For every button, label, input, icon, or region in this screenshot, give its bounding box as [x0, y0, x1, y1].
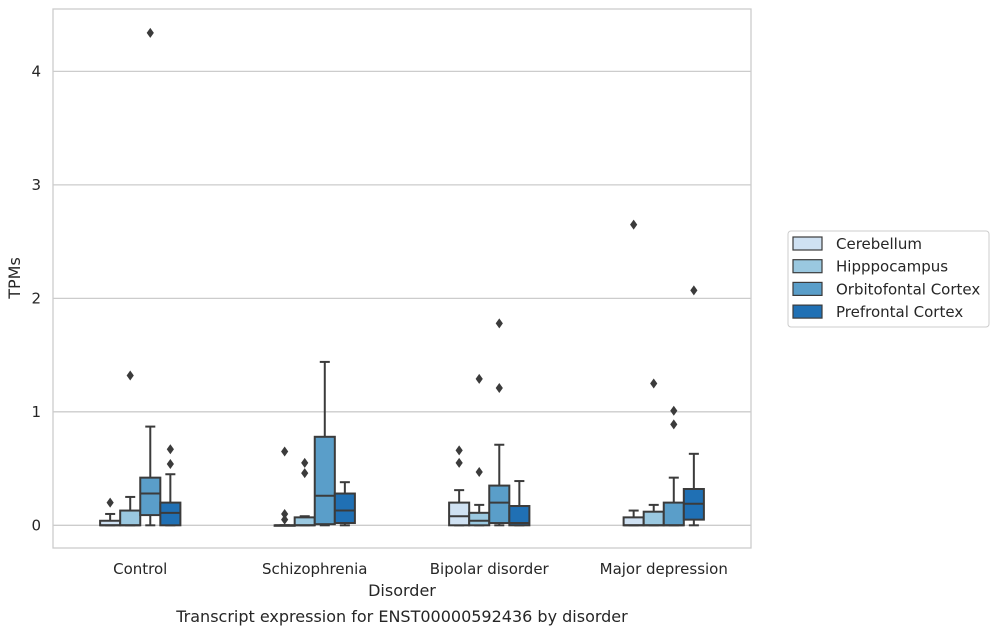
box-1-0: [273, 446, 296, 527]
legend-label: Hipppocampus: [836, 258, 948, 276]
outlier-point: [281, 508, 289, 519]
y-tick-label: 4: [31, 62, 41, 80]
box-2-3: [508, 480, 531, 527]
y-tick-label: 0: [31, 516, 41, 534]
box-iqr: [622, 516, 645, 527]
outlier-point: [475, 373, 483, 384]
outlier-point: [106, 497, 114, 508]
outlier-point: [455, 445, 463, 456]
y-axis-title: TPMs: [5, 257, 24, 300]
x-tick-label: Schizophrenia: [262, 560, 367, 578]
box-2-2: [488, 318, 511, 527]
box-iqr: [662, 501, 685, 527]
legend-swatch: [792, 281, 823, 296]
box-iqr: [508, 505, 531, 527]
box-1-3: [333, 481, 356, 527]
x-tick-label: Major depression: [600, 560, 728, 578]
box-2-1: [468, 373, 491, 527]
outlier-point: [301, 468, 309, 479]
outlier-point: [166, 444, 174, 455]
box-3-0: [622, 219, 645, 527]
box-iqr: [313, 435, 336, 526]
legend-label: Orbitofontal Cortex: [836, 280, 980, 298]
box-iqr: [468, 511, 491, 527]
outlier-point: [670, 405, 678, 416]
box-iqr: [139, 476, 162, 517]
box-1-1: [293, 457, 316, 527]
outlier-point: [670, 419, 678, 430]
chart-caption: Transcript expression for ENST0000059243…: [175, 607, 628, 626]
y-tick-label: 2: [31, 289, 41, 307]
outlier-point: [166, 459, 174, 470]
x-axis-title: Disorder: [368, 581, 436, 600]
box-iqr: [488, 484, 511, 525]
box-iqr: [448, 501, 471, 527]
box-iqr: [159, 501, 182, 527]
x-tick-label: Control: [113, 560, 167, 578]
outlier-point: [475, 466, 483, 477]
y-tick-label: 3: [31, 176, 41, 194]
outlier-point: [650, 378, 658, 389]
legend-swatch: [792, 259, 823, 274]
box-series: [99, 27, 705, 527]
box-1-2: [313, 360, 336, 527]
box-iqr: [333, 492, 356, 525]
legend-frame: [787, 230, 990, 328]
box-iqr: [119, 509, 142, 527]
x-tick-label: Bipolar disorder: [430, 560, 550, 578]
y-axis-ticks: 0 1 2 3 4: [31, 62, 41, 534]
plot-area-frame: [52, 8, 752, 549]
box-3-2: [662, 405, 685, 527]
outlier-point: [281, 514, 289, 525]
legend: Cerebellum Hipppocampus Orbitofontal Corte…: [787, 230, 990, 328]
outlier-point: [301, 457, 309, 468]
legend-swatch: [792, 236, 823, 251]
box-0-3: [159, 444, 182, 527]
box-3-1: [642, 378, 665, 527]
box-iqr: [293, 516, 316, 527]
box-0-0: [99, 497, 122, 527]
box-iqr: [642, 510, 665, 527]
box-0-2: [139, 27, 162, 527]
outlier-point: [495, 383, 503, 394]
outlier-point: [630, 219, 638, 230]
outlier-point: [146, 27, 154, 38]
box-3-3: [682, 285, 705, 527]
legend-label: Prefrontal Cortex: [836, 303, 963, 321]
gridlines: [53, 70, 751, 526]
legend-swatch: [792, 304, 823, 319]
box-0-1: [119, 370, 142, 527]
x-axis-ticks: Control Schizophrenia Bipolar disorder Majo…: [113, 560, 728, 578]
outlier-point: [495, 318, 503, 329]
outlier-point: [281, 446, 289, 457]
legend-label: Cerebellum: [836, 235, 922, 253]
outlier-point: [455, 457, 463, 468]
outlier-point: [690, 285, 698, 296]
box-2-0: [448, 445, 471, 527]
y-tick-label: 1: [31, 403, 41, 421]
outlier-point: [126, 370, 134, 381]
